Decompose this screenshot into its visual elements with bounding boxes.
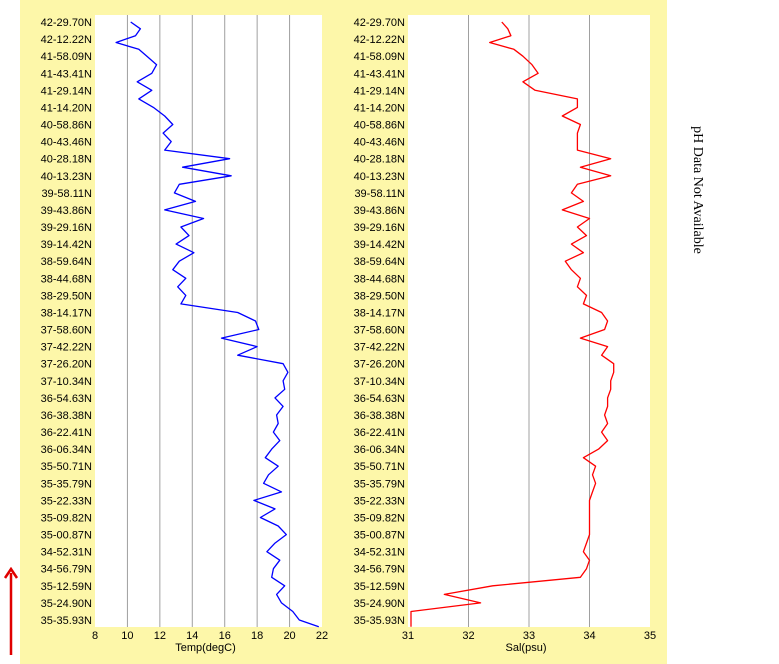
salinity-panel: 31 32 33 34 35 42-29.70N 42-12.22N 41-58.09N 41-… — [336, 0, 667, 664]
sal-latitude-label: 37-42.22N — [354, 342, 405, 354]
temp-x-tick-label: 22 — [316, 630, 328, 642]
temp-latitude-label: 35-24.90N — [41, 598, 92, 610]
temp-latitude-label: 39-29.16N — [41, 222, 92, 234]
sal-latitude-label: 38-59.64N — [354, 256, 405, 268]
sal-latitude-label: 38-29.50N — [354, 290, 405, 302]
sal-latitude-label: 42-12.22N — [354, 34, 405, 46]
sal-latitude-label: 40-28.18N — [354, 154, 405, 166]
temp-latitude-label: 38-29.50N — [41, 290, 92, 302]
temp-latitude-label: 42-29.70N — [41, 17, 92, 29]
temp-latitude-label: 35-09.82N — [41, 512, 92, 524]
sal-latitude-label: 36-06.34N — [354, 444, 405, 456]
temp-latitude-label: 40-43.46N — [41, 137, 92, 149]
temp-latitude-label: 41-43.41N — [41, 68, 92, 80]
sal-latitude-label: 37-10.34N — [354, 376, 405, 388]
sal-x-tick-label: 33 — [523, 630, 535, 642]
temp-latitude-label: 39-43.86N — [41, 205, 92, 217]
temperature-panel: 8 10 12 14 16 18 20 22 42-29.70N 42-12.22N 41-58.0… — [20, 0, 336, 664]
sal-latitude-label: 35-35.79N — [354, 478, 405, 490]
sal-latitude-label: 41-43.41N — [354, 68, 405, 80]
temp-latitude-label: 35-50.71N — [41, 461, 92, 473]
temp-latitude-label: 35-12.59N — [41, 581, 92, 593]
temp-latitude-label: 41-29.14N — [41, 85, 92, 97]
sal-latitude-label: 36-54.63N — [354, 393, 405, 405]
sal-latitude-label: 35-22.33N — [354, 495, 405, 507]
temp-latitude-label: 39-58.11N — [41, 188, 92, 200]
sal-latitude-label: 36-22.41N — [354, 427, 405, 439]
temp-latitude-label: 38-14.17N — [41, 307, 92, 319]
temp-latitude-label: 38-59.64N — [41, 256, 92, 268]
sal-latitude-label: 39-58.11N — [354, 188, 405, 200]
temp-plot-area — [95, 15, 322, 627]
temp-x-tick-label: 20 — [283, 630, 295, 642]
sal-x-tick-label: 34 — [583, 630, 595, 642]
sal-latitude-label: 34-52.31N — [354, 547, 405, 559]
temp-x-tick-label: 14 — [186, 630, 198, 642]
temp-latitude-label: 35-35.79N — [41, 478, 92, 490]
temp-latitude-label: 41-58.09N — [41, 51, 92, 63]
sal-latitude-label: 41-58.09N — [354, 51, 405, 63]
sal-latitude-label: 41-14.20N — [354, 102, 405, 114]
ph-unavailable-note: pH Data Not Available — [667, 70, 727, 310]
sal-latitude-label: 37-58.60N — [354, 325, 405, 337]
sal-latitude-label: 39-29.16N — [354, 222, 405, 234]
sal-latitude-label: 35-35.93N — [354, 615, 405, 627]
temp-latitude-label: 37-10.34N — [41, 376, 92, 388]
temp-latitude-label: 35-00.87N — [41, 530, 92, 542]
temp-latitude-label: 36-22.41N — [41, 427, 92, 439]
temp-profile-line — [115, 21, 320, 628]
sal-x-tick-label: 35 — [644, 630, 656, 642]
temp-latitude-label: 37-26.20N — [41, 359, 92, 371]
temp-x-tick-label: 12 — [154, 630, 166, 642]
sal-latitude-label: 35-12.59N — [354, 581, 405, 593]
temp-latitude-label: 34-52.31N — [41, 547, 92, 559]
temp-x-tick-label: 18 — [251, 630, 263, 642]
sal-latitude-label: 40-13.23N — [354, 171, 405, 183]
sal-latitude-label: 38-14.17N — [354, 307, 405, 319]
temp-latitude-label: 36-54.63N — [41, 393, 92, 405]
sal-latitude-label: 41-29.14N — [354, 85, 405, 97]
sal-latitude-label: 36-38.38N — [354, 410, 405, 422]
temp-x-tick-label: 10 — [121, 630, 133, 642]
temp-latitude-label: 36-38.38N — [41, 410, 92, 422]
sal-latitude-label: 35-50.71N — [354, 461, 405, 473]
sal-latitude-label: 34-56.79N — [354, 564, 405, 576]
sal-latitude-label: 35-24.90N — [354, 598, 405, 610]
temp-x-tick-label: 16 — [219, 630, 231, 642]
sal-latitude-label: 38-44.68N — [354, 273, 405, 285]
temp-latitude-label: 40-13.23N — [41, 171, 92, 183]
sal-x-tick-label: 32 — [462, 630, 474, 642]
temp-latitude-label: 35-22.33N — [41, 495, 92, 507]
temp-latitude-label: 34-56.79N — [41, 564, 92, 576]
temp-latitude-label: 37-42.22N — [41, 342, 92, 354]
sal-x-tick-label: 31 — [402, 630, 414, 642]
sal-axis-title: Sal(psu) — [506, 642, 547, 654]
temp-latitude-label: 37-58.60N — [41, 325, 92, 337]
temp-latitude-label: 40-28.18N — [41, 154, 92, 166]
sal-latitude-label: 40-58.86N — [354, 120, 405, 132]
temp-x-tick-label: 8 — [92, 630, 98, 642]
sal-latitude-label: 35-00.87N — [354, 530, 405, 542]
temp-latitude-label: 36-06.34N — [41, 444, 92, 456]
temp-axis-title: Temp(degC) — [175, 642, 236, 654]
sal-latitude-label: 39-43.86N — [354, 205, 405, 217]
temp-latitude-label: 42-12.22N — [41, 34, 92, 46]
sal-latitude-label: 40-43.46N — [354, 137, 405, 149]
sal-latitude-label: 39-14.42N — [354, 239, 405, 251]
arrow-up-icon — [3, 567, 19, 655]
sal-latitude-label: 35-09.82N — [354, 512, 405, 524]
temp-latitude-label: 40-58.86N — [41, 120, 92, 132]
ph-note-text: pH Data Not Available — [690, 126, 705, 254]
sal-profile-line — [410, 21, 615, 627]
temp-latitude-label: 35-35.93N — [41, 615, 92, 627]
sal-latitude-label: 42-29.70N — [354, 17, 405, 29]
temp-latitude-label: 38-44.68N — [41, 273, 92, 285]
temp-latitude-label: 41-14.20N — [41, 102, 92, 114]
sal-latitude-label: 37-26.20N — [354, 359, 405, 371]
temp-latitude-label: 39-14.42N — [41, 239, 92, 251]
